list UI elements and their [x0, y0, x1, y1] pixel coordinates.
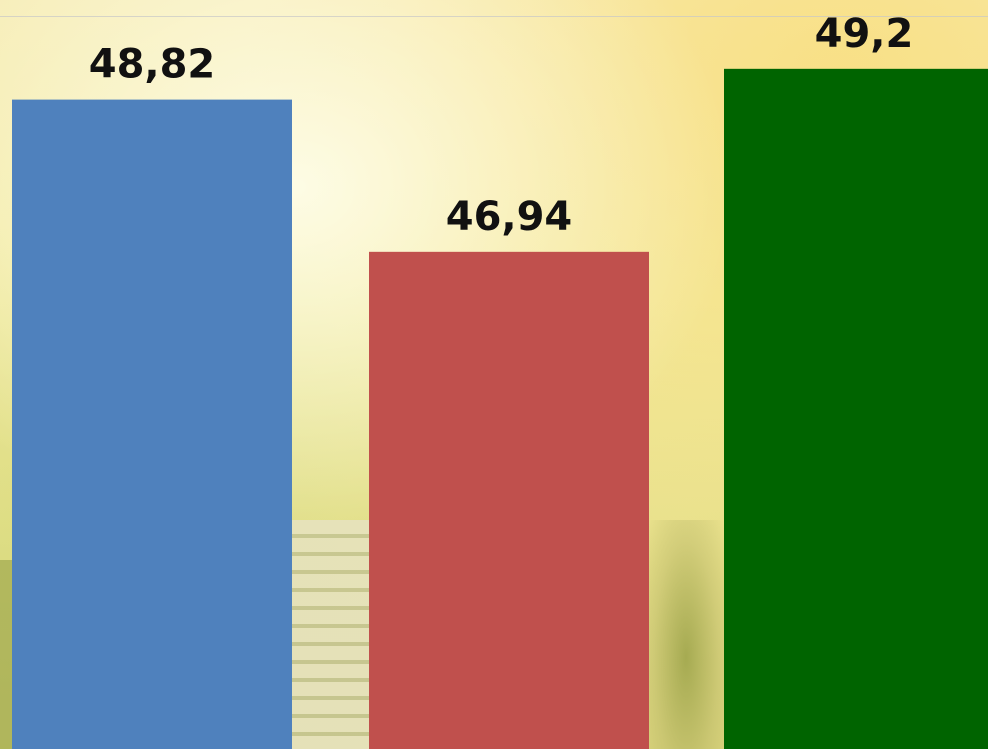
data-label-3: 49,2 [815, 11, 914, 57]
bar-2 [369, 251, 649, 749]
bar-3 [724, 68, 988, 749]
data-label-2: 46,94 [446, 194, 573, 240]
data-label-1: 48,82 [89, 42, 216, 88]
top-gridline [0, 16, 988, 17]
bar-1 [12, 99, 292, 749]
